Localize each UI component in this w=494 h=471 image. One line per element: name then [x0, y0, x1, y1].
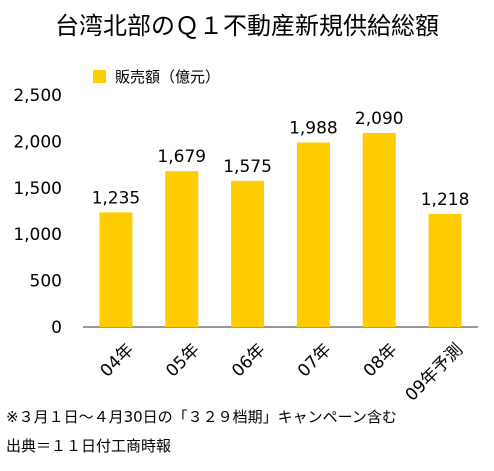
data-label: 1,575 — [223, 157, 272, 177]
category-label: 07年 — [294, 340, 335, 381]
chart-title: 台湾北部のＱ１不動産新規供給総額 — [55, 12, 439, 40]
data-label: 1,679 — [157, 147, 206, 167]
data-label: 1,218 — [421, 190, 470, 210]
bar — [428, 213, 462, 327]
bar — [231, 180, 265, 327]
footnote-campaign: ※３月１日～４月30日の「３２９档期」キャンペーン含む — [6, 408, 397, 426]
data-label: 1,988 — [289, 119, 338, 139]
category-label: 05年 — [162, 340, 203, 381]
legend-label: 販売額（億元） — [115, 68, 220, 86]
bars — [99, 133, 462, 327]
category-label: 04年 — [96, 340, 137, 381]
y-tick-label: 1,000 — [13, 225, 62, 245]
category-label: 09年予測 — [402, 340, 468, 406]
y-tick-label: 2,000 — [13, 132, 62, 152]
y-axis-ticks: 0 500 1,000 1,500 2,000 2,500 — [13, 86, 62, 338]
y-tick-label: 2,500 — [13, 86, 62, 106]
bar — [362, 133, 396, 327]
category-label: 06年 — [228, 340, 269, 381]
legend-swatch — [93, 70, 106, 83]
y-tick-label: 0 — [51, 318, 62, 338]
category-label: 08年 — [360, 340, 401, 381]
y-tick-label: 1,500 — [13, 179, 62, 199]
bar — [165, 171, 199, 327]
bar — [296, 142, 330, 327]
data-label: 2,090 — [355, 109, 404, 129]
category-labels: 04年 05年 06年 07年 08年 09年予測 — [96, 340, 467, 406]
data-label: 1,235 — [92, 188, 141, 208]
data-labels: 1,235 1,679 1,575 1,988 2,090 1,218 — [92, 109, 470, 210]
bar — [99, 212, 133, 327]
y-tick-label: 500 — [30, 272, 62, 292]
footnote-source: 出典＝１１日付工商時報 — [6, 437, 172, 455]
